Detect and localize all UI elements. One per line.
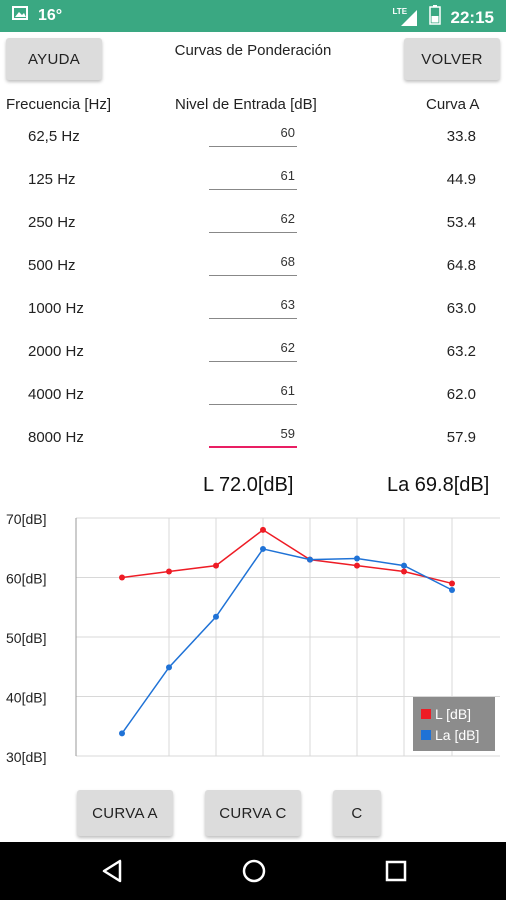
legend-swatch	[421, 730, 431, 740]
weighting-chart: 30[dB] 40[dB] 50[dB] 60[dB] 70[dB]	[6, 511, 500, 765]
data-point-l	[166, 568, 172, 575]
chart-legend: L [dB] La [dB]	[413, 697, 495, 751]
status-bar: 16° LTE 22:15	[0, 0, 506, 32]
input-level-field[interactable]: 68	[209, 254, 297, 276]
curve-value: 64.8	[446, 257, 476, 274]
data-point-l	[401, 568, 407, 575]
image-notification-icon	[12, 6, 28, 25]
curve-value: 44.9	[446, 171, 476, 188]
y-tick-label: 50[dB]	[6, 630, 46, 646]
battery-icon	[428, 5, 441, 30]
data-point-la	[401, 562, 407, 569]
column-header-input: Nivel de Entrada [dB]	[175, 96, 317, 113]
total-la: La 69.8[dB]	[387, 474, 490, 496]
network-type: LTE	[392, 6, 408, 16]
status-right: LTE 22:15	[393, 5, 494, 30]
curve-value: 53.4	[446, 214, 476, 231]
legend-label: L [dB]	[435, 706, 472, 722]
frequency-label: 500 Hz	[28, 257, 76, 274]
curve-value: 62.0	[446, 386, 476, 403]
curve-value: 63.2	[446, 343, 476, 360]
legend-swatch	[421, 709, 431, 719]
page-title: Curvas de Ponderación	[174, 42, 332, 59]
legend-label: La [dB]	[435, 727, 480, 743]
curve-value: 33.8	[446, 128, 476, 145]
clock: 22:15	[450, 7, 494, 27]
curve-a-button[interactable]: CURVA A	[77, 790, 173, 836]
column-header-frequency: Frecuencia [Hz]	[6, 96, 112, 113]
frequency-label: 250 Hz	[28, 214, 76, 231]
input-level-field[interactable]: 60	[209, 125, 297, 147]
frequency-label: 8000 Hz	[28, 429, 84, 446]
data-point-la	[449, 586, 455, 593]
data-point-l	[119, 574, 125, 581]
back-icon[interactable]	[100, 859, 124, 888]
back-button[interactable]: VOLVER	[404, 38, 500, 80]
frequency-label: 62,5 Hz	[28, 128, 80, 145]
y-tick-label: 70[dB]	[6, 511, 46, 527]
y-tick-label: 30[dB]	[6, 749, 46, 765]
data-point-l	[449, 580, 455, 587]
home-icon[interactable]	[242, 859, 266, 888]
series-line-l	[121, 528, 453, 585]
data-point-l	[213, 562, 219, 569]
data-point-la	[354, 555, 360, 562]
input-level-field[interactable]: 62	[209, 211, 297, 233]
input-level-field[interactable]: 61	[209, 168, 297, 190]
y-tick-label: 60[dB]	[6, 571, 46, 587]
y-tick-label: 40[dB]	[6, 690, 46, 706]
data-point-la	[166, 664, 172, 671]
navigation-bar	[0, 842, 506, 900]
column-header-curve: Curva A	[426, 96, 480, 113]
input-level-field[interactable]: 62	[209, 340, 297, 362]
total-l: L 72.0[dB]	[203, 474, 294, 496]
frequency-label: 4000 Hz	[28, 386, 84, 403]
data-point-la	[260, 545, 266, 552]
data-point-la	[307, 556, 313, 563]
help-button[interactable]: AYUDA	[6, 38, 102, 80]
frequency-label: 2000 Hz	[28, 343, 84, 360]
c-button[interactable]: C	[333, 790, 381, 836]
data-point-l	[260, 526, 266, 533]
status-left: 16°	[12, 6, 62, 25]
legend-item: La [dB]	[421, 727, 479, 743]
input-level-field[interactable]: 63	[209, 297, 297, 319]
curve-c-button[interactable]: CURVA C	[205, 790, 301, 836]
legend-item: L [dB]	[421, 706, 471, 722]
data-point-l	[354, 562, 360, 569]
recents-icon[interactable]	[385, 860, 407, 887]
frequency-label: 1000 Hz	[28, 300, 84, 317]
signal-icon: LTE	[392, 6, 419, 28]
data-point-la	[119, 730, 125, 737]
data-point-la	[213, 613, 219, 620]
input-level-field[interactable]: 59	[209, 426, 297, 448]
temperature: 16°	[38, 6, 63, 24]
curve-value: 63.0	[446, 300, 476, 317]
frequency-label: 125 Hz	[28, 171, 76, 188]
input-level-field[interactable]: 61	[209, 383, 297, 405]
curve-value: 57.9	[446, 429, 476, 446]
series-line-la	[121, 548, 453, 734]
